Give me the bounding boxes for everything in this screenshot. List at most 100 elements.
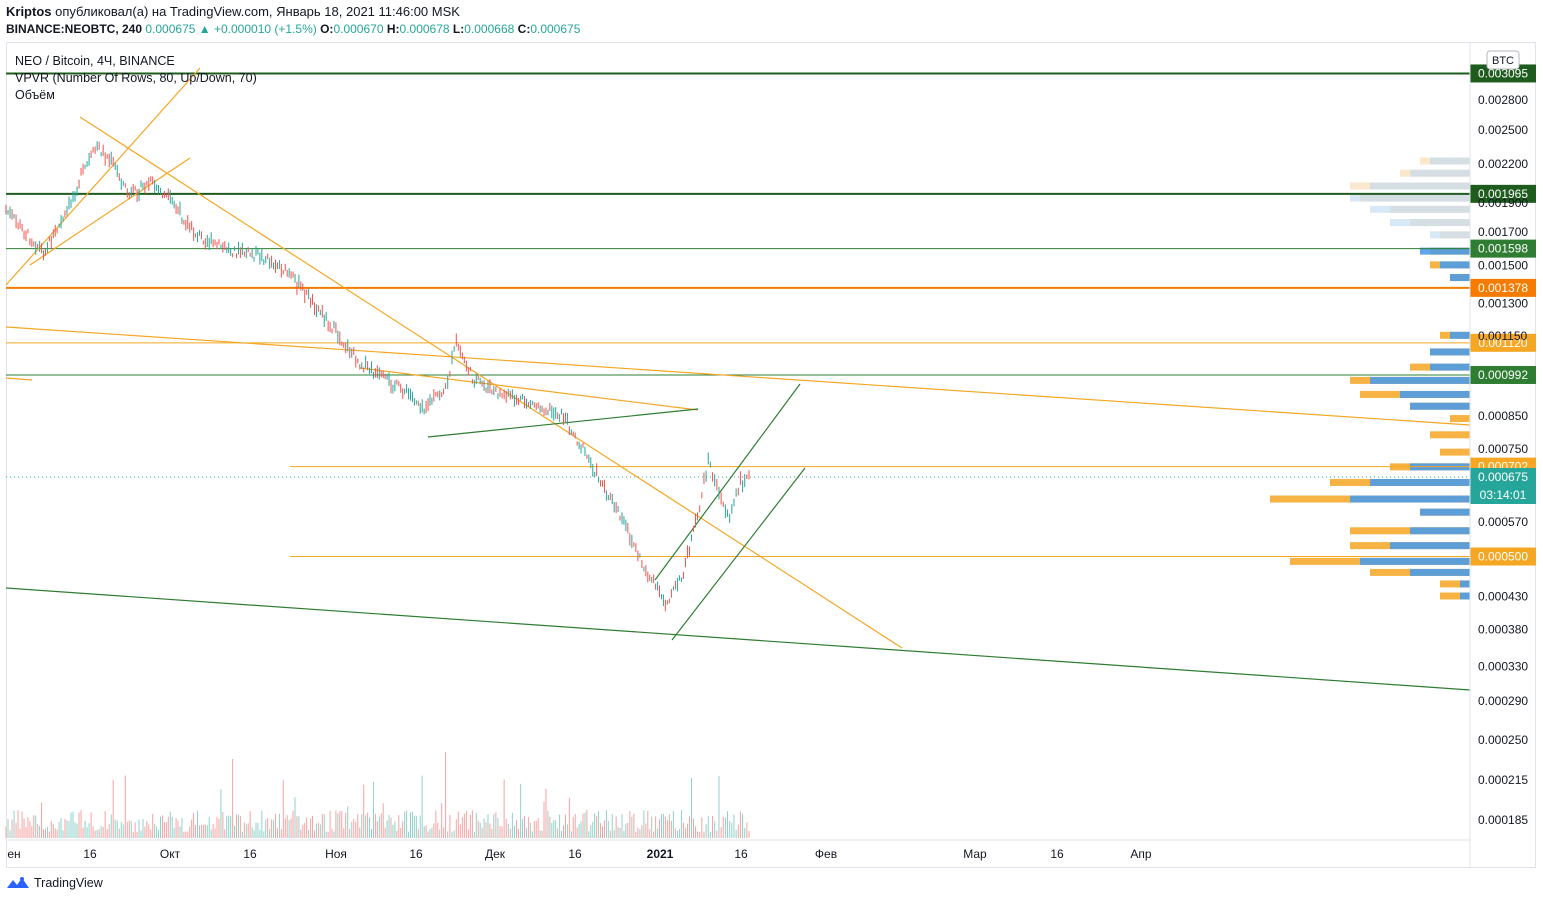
trend-line[interactable] xyxy=(359,367,699,411)
level-price-tag xyxy=(1470,547,1536,566)
time-tick-label: Дек xyxy=(485,847,506,861)
high-value: 0.000678 xyxy=(399,22,450,36)
price-tick-label: 0.001300 xyxy=(1478,296,1528,310)
price-tick-label: 0.001900 xyxy=(1478,196,1528,210)
time-tick-label: ен xyxy=(7,847,20,861)
vpvr-down-bar xyxy=(1390,542,1470,550)
trend-line[interactable] xyxy=(5,67,201,286)
vpvr-profile xyxy=(1270,157,1470,600)
legend-title[interactable]: NEO / Bitcoin, 4Ч, BINANCE xyxy=(15,54,175,68)
time-tick-label: 16 xyxy=(243,847,257,861)
vpvr-down-bar xyxy=(1390,219,1470,227)
trend-line[interactable] xyxy=(427,408,699,438)
vpvr-up-bar xyxy=(1440,448,1470,456)
open-label: O: xyxy=(320,22,334,36)
level-price-label: 0.001598 xyxy=(1478,242,1528,256)
symbol-name: BINANCE:NEOBTC, 240 xyxy=(6,22,143,36)
time-tick-label: Ноя xyxy=(325,847,347,861)
open-value: 0.000670 xyxy=(333,22,384,36)
footer-brand-label: TradingView xyxy=(34,876,103,890)
vpvr-up-bar xyxy=(1440,592,1470,600)
level-price-tag xyxy=(1470,278,1536,297)
countdown-label: 03:14:01 xyxy=(1480,488,1527,502)
author-name[interactable]: Kriptos xyxy=(6,4,52,19)
level-price-label: 0.003095 xyxy=(1478,66,1528,80)
price-tick-label: 0.000290 xyxy=(1478,694,1528,708)
vpvr-down-bar xyxy=(1420,247,1470,255)
level-price-tag xyxy=(1470,365,1536,384)
price-tick-label: 0.002200 xyxy=(1478,157,1528,171)
vpvr-up-bar xyxy=(1430,431,1470,439)
level-price-label: 0.000992 xyxy=(1478,368,1528,382)
trend-line[interactable] xyxy=(5,377,33,381)
vpvr-down-bar xyxy=(1410,402,1470,410)
price-axis: 0.002800 0.002500 0.002200 0.001900 0.001700… xyxy=(1469,42,1528,868)
trend-line[interactable] xyxy=(5,587,1471,691)
vpvr-down-bar xyxy=(1430,348,1470,356)
trend-line[interactable] xyxy=(29,157,191,266)
trend-line[interactable] xyxy=(5,326,1471,426)
volume-bars xyxy=(5,752,750,838)
vpvr-down-bar xyxy=(1410,568,1470,576)
price-tick-label: 0.000850 xyxy=(1478,409,1528,423)
vpvr-down-bar xyxy=(1370,376,1470,384)
chart-pane[interactable] xyxy=(6,42,1536,868)
level-price-label: 0.001378 xyxy=(1478,281,1528,295)
trend-line[interactable] xyxy=(654,383,801,581)
price-tick-label: 0.000250 xyxy=(1478,733,1528,747)
price-tick-label: 0.002800 xyxy=(1478,93,1528,107)
price-change: ▲ +0.000010 (+1.5%) xyxy=(198,22,317,36)
level-price-tag xyxy=(1470,333,1536,352)
vpvr-down-bar xyxy=(1350,495,1470,503)
time-tick-label: 16 xyxy=(1050,847,1064,861)
level-price-tag xyxy=(1470,239,1536,258)
currency-badge[interactable] xyxy=(1486,50,1520,70)
price-tick-label: 0.000380 xyxy=(1478,622,1528,636)
level-price-label: 0.001965 xyxy=(1478,187,1528,201)
high-label: H: xyxy=(386,22,400,36)
time-tick-label: Мар xyxy=(963,847,987,861)
low-label: L: xyxy=(452,22,465,36)
chart-legend: NEO / Bitcoin, 4Ч, BINANCE VPVR (Number … xyxy=(15,53,257,104)
vpvr-down-bar xyxy=(1460,580,1470,588)
vpvr-down-bar xyxy=(1370,205,1470,213)
level-price-label: 0.000500 xyxy=(1478,550,1528,564)
vpvr-down-bar xyxy=(1370,182,1470,190)
trend-line[interactable] xyxy=(671,467,806,641)
vpvr-down-bar xyxy=(1410,527,1470,535)
tradingview-logo-icon xyxy=(7,877,29,888)
level-price-tag xyxy=(1470,184,1536,203)
currency-badge-label: BTC xyxy=(1492,55,1514,67)
published-text: опубликовал(а) на TradingView.com, Январ… xyxy=(55,4,460,19)
vpvr-up-bar xyxy=(1440,580,1470,588)
horizontal-levels: 0.003095 0.001965 0.001598 0.001378 0.001120… xyxy=(6,64,1536,566)
time-tick-label: 16 xyxy=(83,847,97,861)
price-tick-label: 0.002500 xyxy=(1478,123,1528,137)
vpvr-down-bar xyxy=(1460,592,1470,600)
price-tick-label: 0.001150 xyxy=(1478,329,1527,343)
footer-brand[interactable]: TradingView xyxy=(6,876,103,890)
level-price-tag xyxy=(1470,64,1536,83)
price-tick-label: 0.001700 xyxy=(1478,225,1528,239)
vpvr-down-bar xyxy=(1410,169,1470,177)
publish-header: Kriptos опубликовал(а) на TradingView.co… xyxy=(6,4,460,19)
last-price-label: 0.000675 xyxy=(1478,470,1528,484)
vpvr-down-bar xyxy=(1370,478,1470,486)
price-tick-label: 0.000570 xyxy=(1478,515,1528,529)
vpvr-down-bar xyxy=(1430,157,1470,165)
price-series xyxy=(5,141,750,612)
time-tick-label: 16 xyxy=(568,847,582,861)
trend-lines xyxy=(5,67,1471,691)
time-axis: ен 16 Окт 16 Ноя 16 Дек 16 2021 16 Фев Мар 16 Апр xyxy=(6,839,1470,861)
legend-vpvr[interactable]: VPVR (Number Of Rows, 80, Up/Down, 70) xyxy=(15,71,257,85)
price-tick-label: 0.000185 xyxy=(1478,813,1528,827)
vpvr-down-bar xyxy=(1440,261,1470,269)
vpvr-down-bar xyxy=(1430,363,1470,371)
time-tick-label: 16 xyxy=(409,847,423,861)
time-tick-label: Апр xyxy=(1130,847,1152,861)
legend-volume[interactable]: Объём xyxy=(15,88,55,102)
time-tick-label: Фев xyxy=(815,847,837,861)
trend-line[interactable] xyxy=(79,116,903,649)
close-label: C: xyxy=(517,22,531,36)
